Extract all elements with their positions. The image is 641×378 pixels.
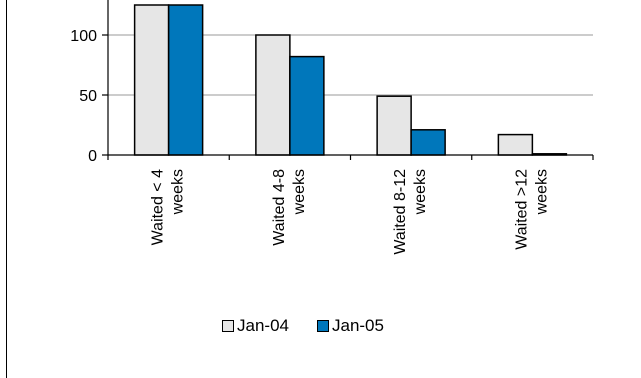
x-category-label: Waited 4-8 weeks	[271, 169, 308, 246]
bar-jan-04-4	[497, 133, 534, 156]
bar-jan-05-2	[289, 55, 325, 156]
bar-jan-05-1	[167, 4, 204, 156]
x-category-label-line: Waited 8-12	[392, 169, 409, 255]
x-category-label-line: weeks	[170, 169, 187, 215]
x-category-label-line: weeks	[533, 169, 550, 215]
x-category-label: Waited 8-12 weeks	[392, 169, 429, 255]
x-axis-labels: Waited < 4 weeks Waited 4-8 weeks Waited 8-1…	[150, 169, 551, 255]
axes	[107, 0, 594, 160]
legend-swatch-jan-04	[222, 320, 234, 332]
legend: Jan-04 Jan-05	[222, 316, 384, 336]
legend-item-jan-05: Jan-05	[316, 316, 384, 336]
x-category-label-line: Waited < 4	[150, 169, 167, 245]
bar-jan-04-3	[376, 95, 412, 156]
bars	[133, 4, 568, 156]
legend-label-jan-04: Jan-04	[237, 316, 289, 335]
legend-item-jan-04: Jan-04	[222, 316, 289, 336]
x-category-label: Waited < 4 weeks	[150, 169, 187, 245]
chart-frame-edge	[6, 0, 7, 378]
bar-jan-05-3	[410, 129, 446, 156]
legend-swatch-jan-05	[316, 320, 329, 332]
bar-jan-04-2	[255, 34, 291, 156]
y-tick-label: 0	[88, 148, 97, 165]
x-category-label-line: weeks	[291, 169, 308, 215]
y-tick-label: 100	[70, 28, 97, 45]
y-tick-label: 50	[79, 88, 97, 105]
legend-label-jan-05: Jan-05	[331, 316, 384, 335]
bar-jan-04-1	[133, 4, 170, 156]
x-category-label-line: weeks	[412, 169, 429, 215]
x-category-label-line: Waited 4-8	[271, 169, 288, 246]
x-category-label: Waited >12 weeks	[513, 169, 550, 250]
y-axis-ticks: 0 50 100	[70, 28, 108, 165]
x-category-label-line: Waited >12	[513, 169, 530, 250]
